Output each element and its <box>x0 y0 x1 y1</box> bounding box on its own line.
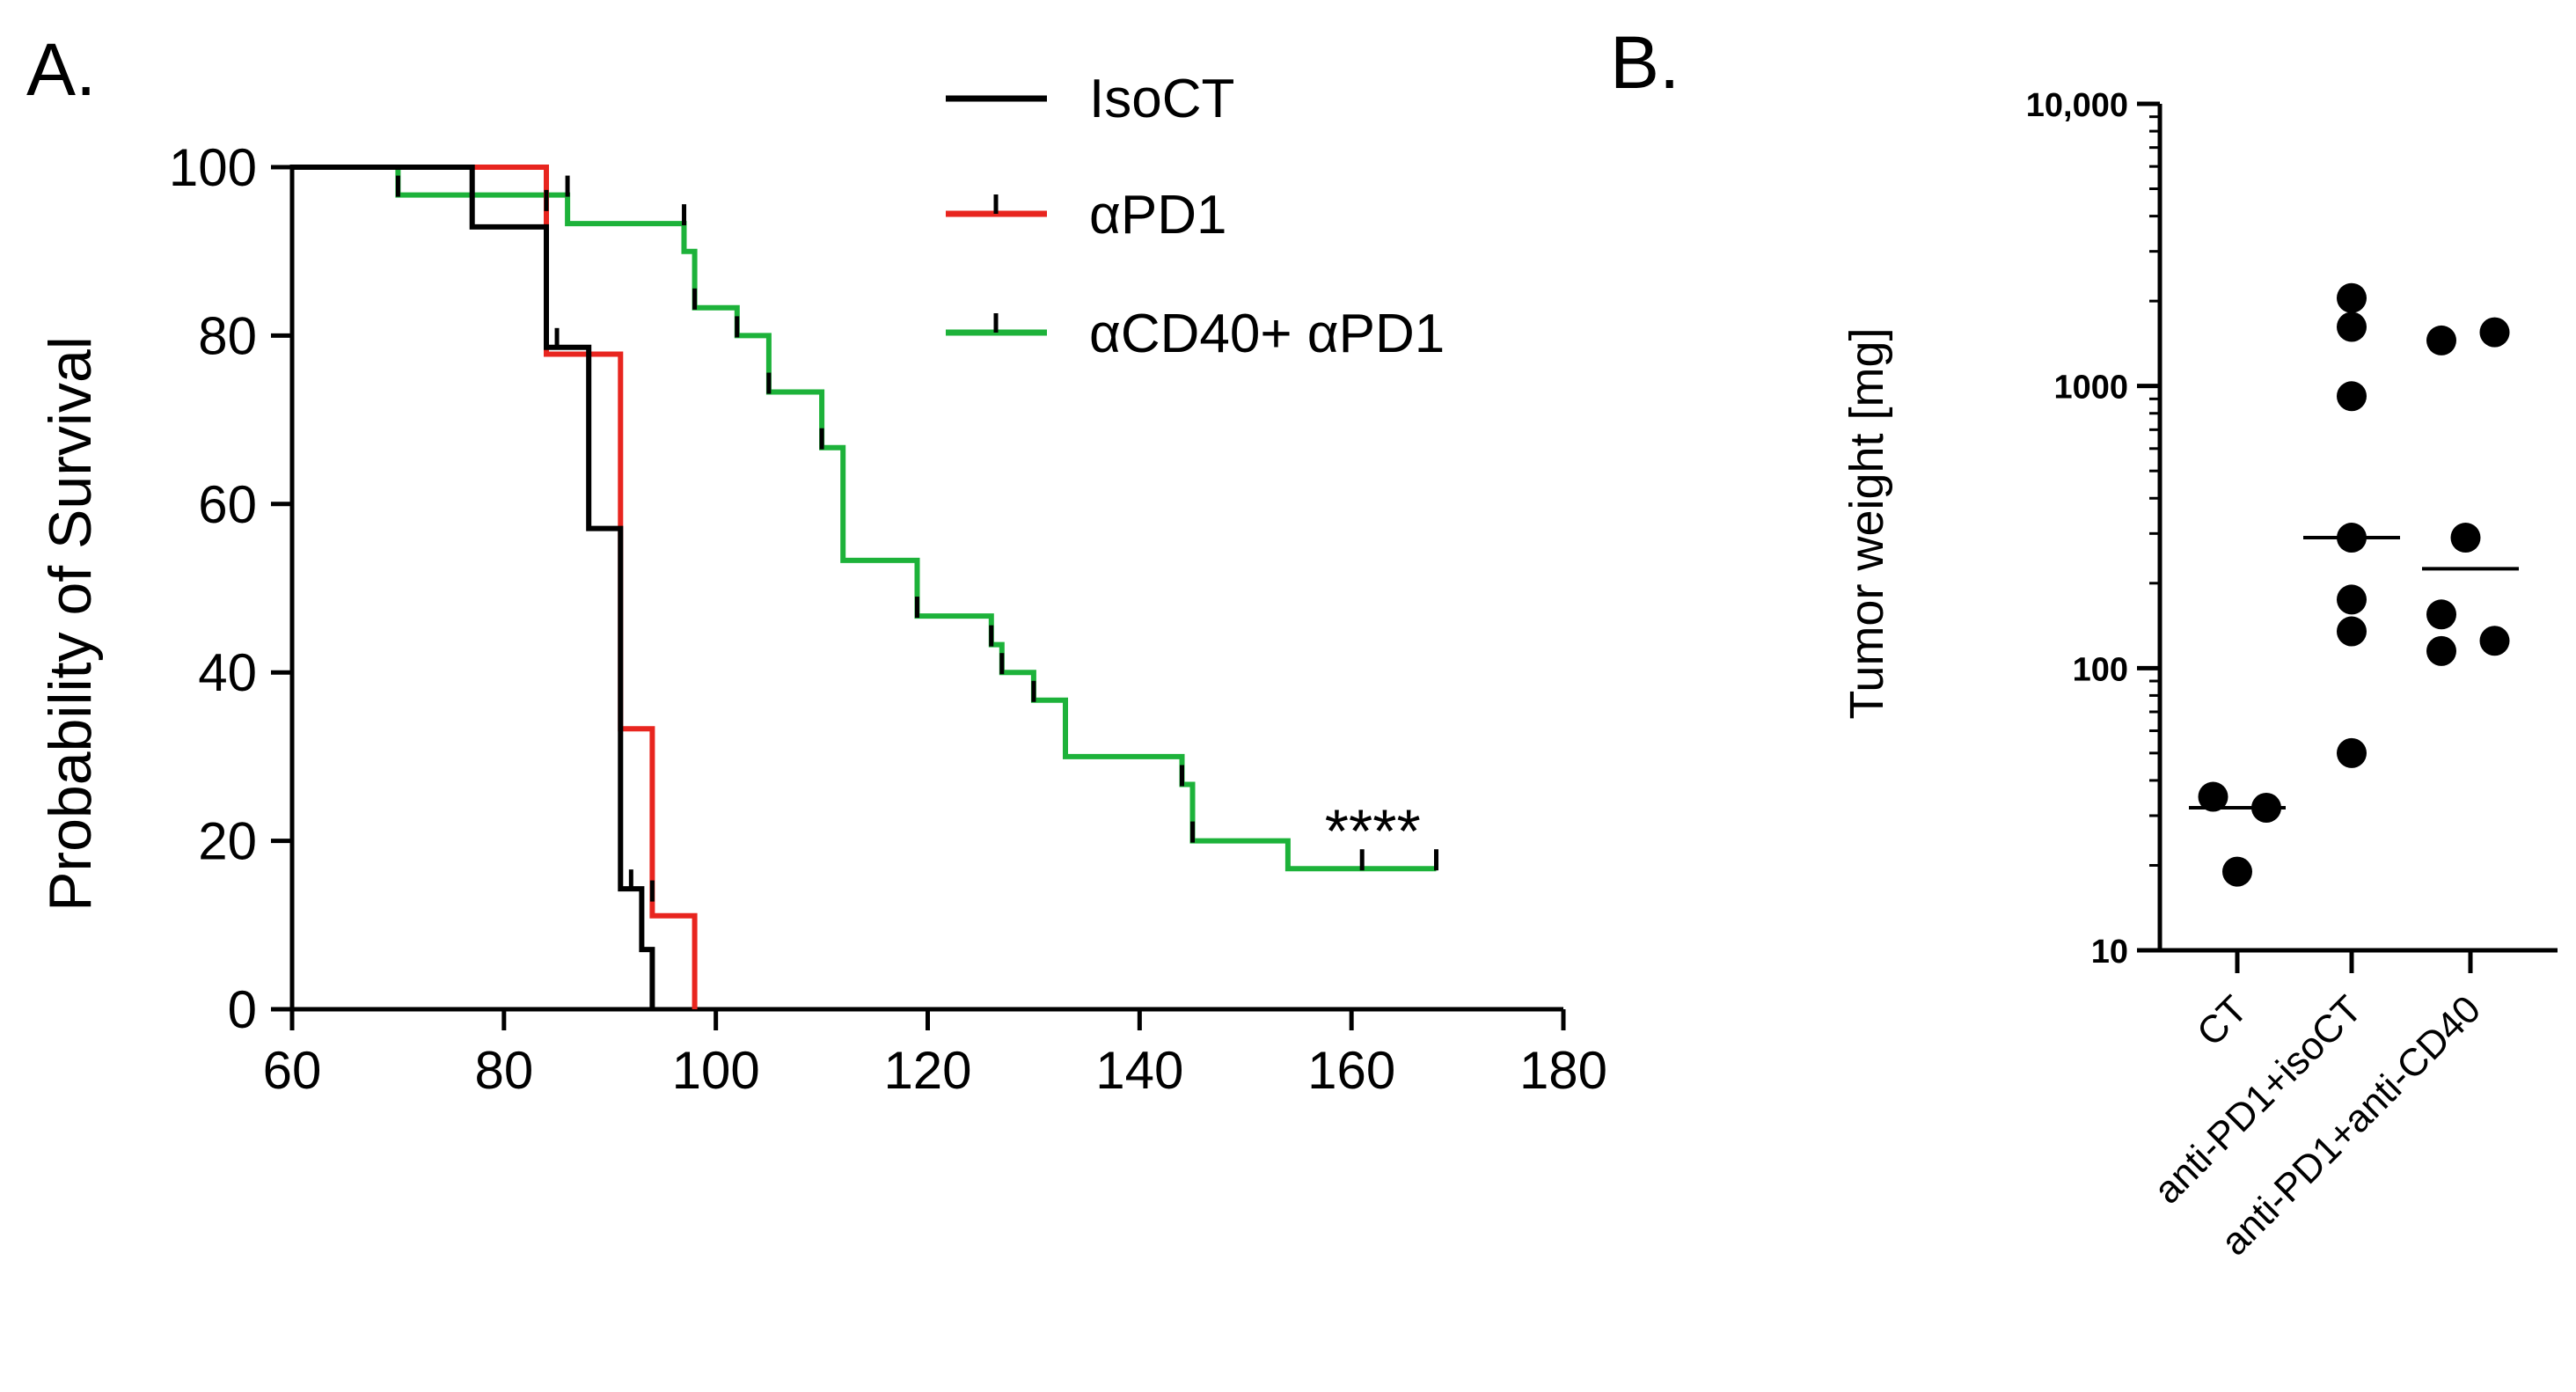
y-tick-label: 0 <box>228 980 257 1039</box>
x-tick-label: 100 <box>672 1041 760 1100</box>
significance-annotation: **** <box>1325 796 1421 865</box>
x-tick-label: 120 <box>883 1041 971 1100</box>
b-y-tick-label: 100 <box>2073 651 2128 688</box>
b-category-label: CT <box>2189 987 2256 1054</box>
data-point <box>2426 325 2456 355</box>
data-point <box>2337 584 2367 615</box>
x-tick-label: 80 <box>474 1041 533 1100</box>
panel-a-axes: 0 20 40 60 80 100 60 80 100 120 140 160 180 <box>169 138 1607 1100</box>
b-y-tick-label: 1000 <box>2053 370 2128 407</box>
data-point <box>2337 381 2367 412</box>
data-point <box>2450 523 2481 553</box>
panel-b-axes: 10100100010,000CTanti-PD1+isoCTanti-PD1+… <box>2026 87 2558 1264</box>
b-y-tick-label: 10,000 <box>2026 87 2128 124</box>
y-tick-label: 40 <box>198 643 257 702</box>
data-point <box>2222 856 2252 887</box>
panel-a-y-axis-label: Probability of Survival <box>37 336 104 912</box>
survival-curve-0 <box>292 165 655 1009</box>
x-tick-label: 140 <box>1095 1041 1183 1100</box>
panel-b-points <box>2189 282 2519 887</box>
legend-label-isoct: IsoCT <box>1089 69 1234 129</box>
y-tick-label: 100 <box>169 138 257 197</box>
panel-b-tumor-weight-chart: B. 10100100010,000CTanti-PD1+isoCTanti-P… <box>1610 21 2558 1264</box>
panel-a-label: A. <box>26 28 96 111</box>
data-point <box>2426 599 2456 630</box>
b-y-tick-label: 10 <box>2091 934 2128 971</box>
data-point <box>2198 781 2228 812</box>
legend-label-apd1: αPD1 <box>1089 185 1226 245</box>
panel-b-y-axis-label: Tumor weight [mg] <box>1841 327 1893 719</box>
y-tick-label: 80 <box>198 306 257 365</box>
data-point <box>2337 311 2367 342</box>
y-tick-label: 20 <box>198 812 257 871</box>
panel-b-label: B. <box>1610 21 1680 104</box>
survival-curve-1 <box>292 165 698 1009</box>
data-point <box>2479 317 2510 348</box>
data-point <box>2479 626 2510 656</box>
b-category-label: anti-PD1+isoCT <box>2146 987 2370 1212</box>
x-tick-label: 160 <box>1307 1041 1395 1100</box>
panel-a-series <box>292 165 1438 1009</box>
x-tick-label: 180 <box>1519 1041 1607 1100</box>
panel-a-legend: IsoCT αPD1 αCD40+ αPD1 <box>946 69 1445 364</box>
data-point <box>2337 616 2367 647</box>
y-tick-label: 60 <box>198 475 257 534</box>
x-tick-label: 60 <box>263 1041 322 1100</box>
survival-curve-2 <box>292 165 1437 872</box>
data-point <box>2337 737 2367 768</box>
data-point <box>2337 282 2367 313</box>
data-point <box>2426 635 2456 666</box>
legend-label-acd40-apd1: αCD40+ αPD1 <box>1089 304 1445 364</box>
